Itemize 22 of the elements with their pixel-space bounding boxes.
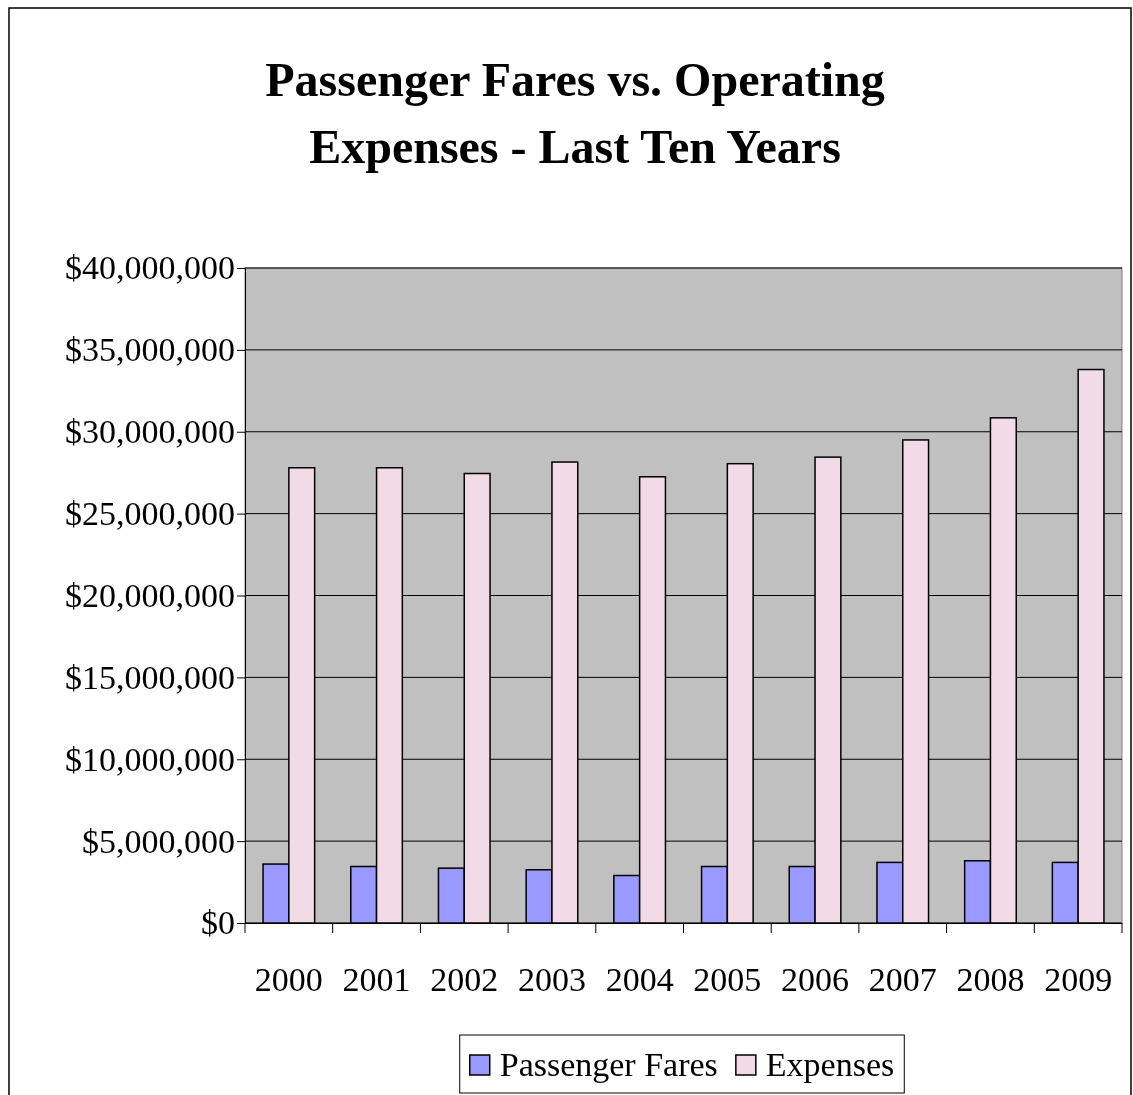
- y-tick-label: $40,000,000: [65, 249, 235, 287]
- x-tick-label: 2007: [868, 961, 937, 999]
- chart-title: Passenger Fares vs. Operating Expenses - Last Ten Years: [265, 53, 885, 173]
- y-tick-label: $5,000,000: [82, 822, 235, 860]
- x-tick-label: 2006: [781, 961, 850, 999]
- x-tick-label: 2002: [430, 961, 499, 999]
- y-tick-label: $10,000,000: [65, 740, 235, 778]
- y-tick-label: $35,000,000: [65, 331, 235, 369]
- y-tick-label: $0: [201, 904, 235, 942]
- y-tick-label: $25,000,000: [65, 495, 235, 533]
- y-tick-label: $15,000,000: [65, 658, 235, 696]
- y-tick-label: $20,000,000: [65, 576, 235, 614]
- x-tick-label: 2000: [254, 961, 323, 999]
- x-tick-label: 2003: [517, 961, 586, 999]
- x-tick-label: 2008: [956, 961, 1025, 999]
- legend-label: Passenger Fares: [499, 1046, 718, 1083]
- x-tick-label: 2005: [693, 961, 762, 999]
- y-tick-label: $30,000,000: [65, 413, 235, 451]
- legend-label: Expenses: [765, 1046, 895, 1083]
- x-tick-label: 2009: [1044, 961, 1113, 999]
- x-tick-label: 2004: [605, 961, 674, 999]
- x-tick-label: 2001: [342, 961, 411, 999]
